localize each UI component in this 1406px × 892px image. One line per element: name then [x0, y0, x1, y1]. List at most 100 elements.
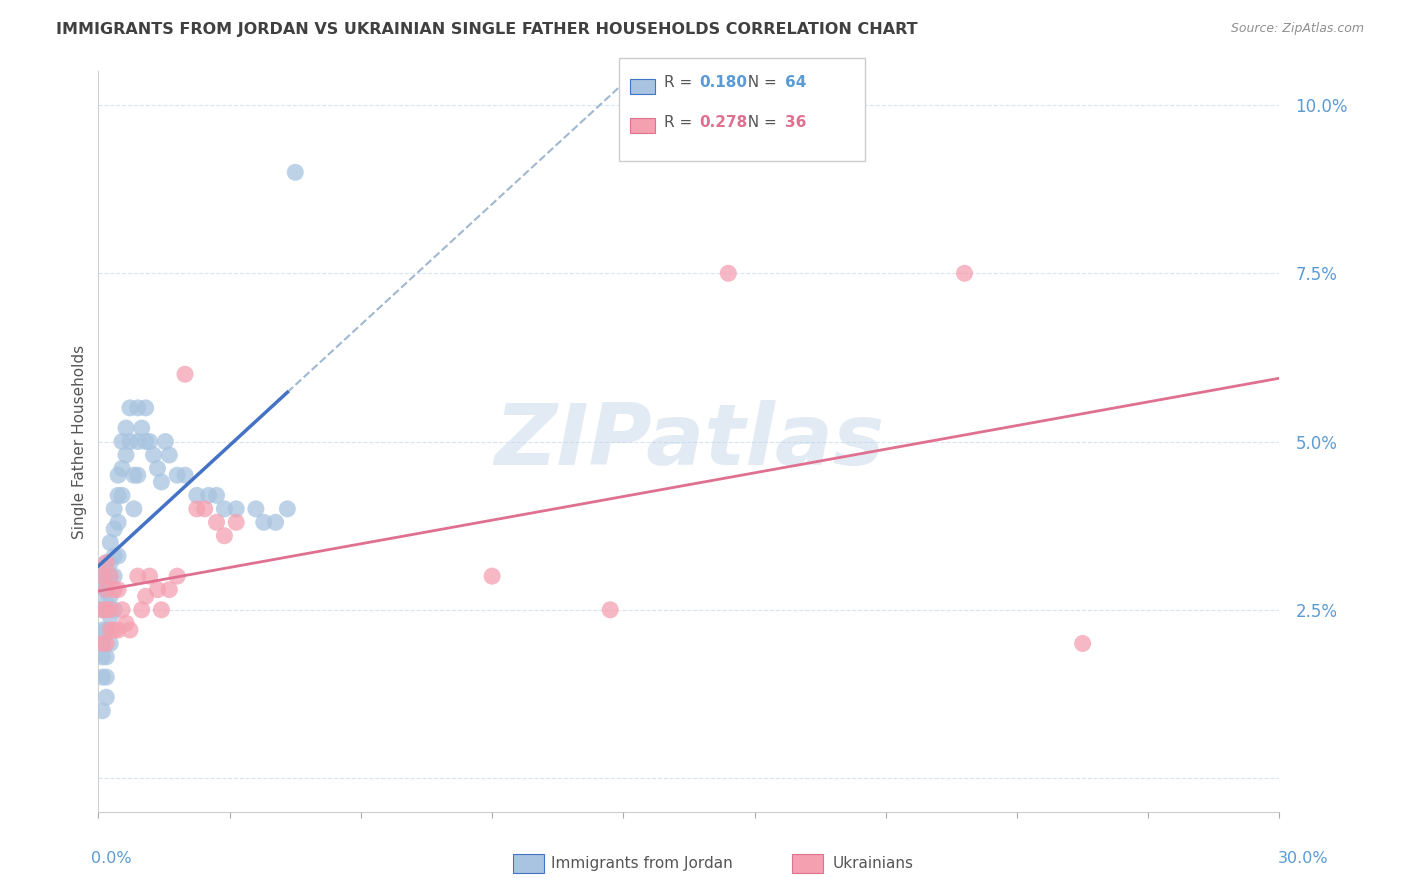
Text: 30.0%: 30.0% [1278, 851, 1329, 865]
Point [111, 461, 134, 475]
Point [91, 582, 114, 597]
Text: 36: 36 [785, 115, 806, 129]
Point [103, 549, 125, 563]
Point [205, 516, 228, 530]
Point [127, 401, 149, 415]
Point [96, 596, 118, 610]
Point [717, 266, 740, 280]
Point [186, 501, 208, 516]
Point [953, 266, 976, 280]
Point [98, 603, 121, 617]
Point [91, 636, 114, 650]
Point [138, 569, 160, 583]
Point [138, 434, 160, 449]
Point [107, 468, 129, 483]
Point [174, 368, 197, 382]
Point [194, 501, 217, 516]
Point [107, 582, 129, 597]
Point [107, 549, 129, 563]
Point [122, 468, 145, 483]
Point [205, 488, 228, 502]
Point [115, 421, 138, 435]
Point [91, 704, 114, 718]
Point [103, 569, 125, 583]
Point [98, 569, 121, 583]
Point [131, 421, 153, 435]
Point [96, 649, 118, 664]
Point [91, 569, 114, 583]
Point [96, 623, 118, 637]
Text: 0.278: 0.278 [699, 115, 747, 129]
Point [186, 488, 208, 502]
Point [111, 603, 134, 617]
Point [264, 516, 287, 530]
Point [111, 434, 134, 449]
Point [96, 582, 118, 597]
Point [127, 434, 149, 449]
Point [103, 623, 125, 637]
Point [91, 670, 114, 684]
Point [131, 603, 153, 617]
Point [96, 582, 118, 597]
Point [155, 434, 177, 449]
Point [214, 501, 236, 516]
Point [91, 649, 114, 664]
Point [91, 603, 114, 617]
Text: Source: ZipAtlas.com: Source: ZipAtlas.com [1230, 22, 1364, 36]
Text: 64: 64 [785, 76, 806, 90]
Point [135, 434, 157, 449]
Text: Ukrainians: Ukrainians [832, 856, 914, 871]
Point [98, 535, 121, 549]
Point [111, 488, 134, 502]
Point [197, 488, 219, 502]
Point [135, 590, 157, 604]
Point [599, 603, 621, 617]
Point [146, 582, 169, 597]
Point [103, 603, 125, 617]
Point [245, 501, 267, 516]
Point [98, 623, 121, 637]
Point [481, 569, 503, 583]
Point [127, 468, 149, 483]
Point [225, 501, 247, 516]
Point [96, 556, 118, 570]
Text: N =: N = [738, 76, 782, 90]
Text: R =: R = [664, 115, 697, 129]
Point [96, 556, 118, 570]
Point [157, 582, 180, 597]
Point [150, 603, 173, 617]
Point [103, 501, 125, 516]
Point [107, 623, 129, 637]
Y-axis label: Single Father Households: Single Father Households [72, 344, 87, 539]
Text: 0.180: 0.180 [699, 76, 747, 90]
Point [98, 609, 121, 624]
Point [214, 529, 236, 543]
Point [91, 636, 114, 650]
Point [96, 690, 118, 705]
Point [98, 590, 121, 604]
Point [1071, 636, 1094, 650]
Point [107, 516, 129, 530]
Point [107, 488, 129, 502]
Text: R =: R = [664, 76, 697, 90]
Point [91, 569, 114, 583]
Point [103, 582, 125, 597]
Point [135, 401, 157, 415]
Point [166, 569, 188, 583]
Point [98, 569, 121, 583]
Point [118, 623, 141, 637]
Point [96, 569, 118, 583]
Point [225, 516, 247, 530]
Point [96, 603, 118, 617]
Point [166, 468, 188, 483]
Point [96, 670, 118, 684]
Point [98, 636, 121, 650]
Point [118, 434, 141, 449]
Point [115, 448, 138, 462]
Text: ZIPatlas: ZIPatlas [494, 400, 884, 483]
Point [127, 569, 149, 583]
Point [146, 461, 169, 475]
Point [91, 623, 114, 637]
Point [253, 516, 276, 530]
Text: Immigrants from Jordan: Immigrants from Jordan [551, 856, 733, 871]
